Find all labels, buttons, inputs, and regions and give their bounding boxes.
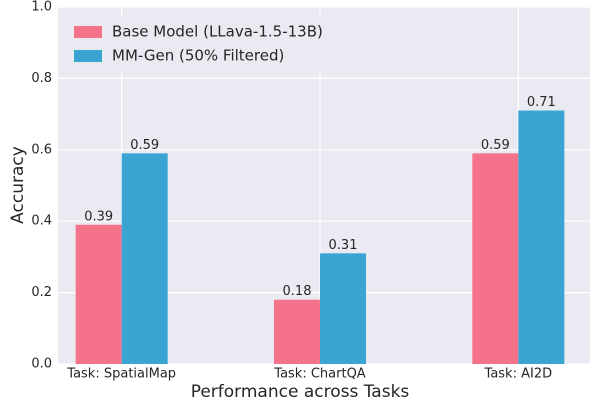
y-axis-label: Accuracy bbox=[8, 146, 28, 224]
y-tick-label: 0.8 bbox=[31, 71, 52, 86]
bar bbox=[274, 299, 320, 364]
data-label: 0.59 bbox=[130, 138, 159, 153]
y-tick-label: 0.0 bbox=[31, 357, 52, 372]
x-axis-label: Performance across Tasks bbox=[191, 382, 410, 402]
data-label: 0.71 bbox=[527, 95, 556, 110]
bar bbox=[518, 110, 565, 364]
legend-label: Base Model (LLava-1.5-13B) bbox=[112, 23, 323, 41]
legend-box bbox=[65, 16, 367, 72]
data-label: 0.39 bbox=[84, 209, 113, 224]
legend-label: MM-Gen (50% Filtered) bbox=[112, 47, 284, 65]
data-label: 0.59 bbox=[481, 138, 510, 153]
legend-swatch bbox=[74, 50, 102, 62]
x-tick-label: Task: AI2D bbox=[484, 367, 553, 382]
bar bbox=[320, 253, 366, 364]
x-tick-label: Task: SpatialMap bbox=[66, 367, 176, 382]
x-tick-label: Task: ChartQA bbox=[273, 367, 366, 382]
data-label: 0.31 bbox=[329, 238, 358, 253]
bar bbox=[75, 224, 122, 364]
data-label: 0.18 bbox=[283, 284, 312, 299]
bar bbox=[121, 153, 168, 364]
legend-swatch bbox=[74, 26, 102, 38]
y-tick-label: 0.6 bbox=[31, 142, 52, 157]
bar bbox=[472, 153, 519, 364]
y-tick-label: 0.4 bbox=[31, 214, 52, 229]
y-tick-label: 0.2 bbox=[31, 285, 52, 300]
y-tick-label: 1.0 bbox=[31, 0, 52, 15]
